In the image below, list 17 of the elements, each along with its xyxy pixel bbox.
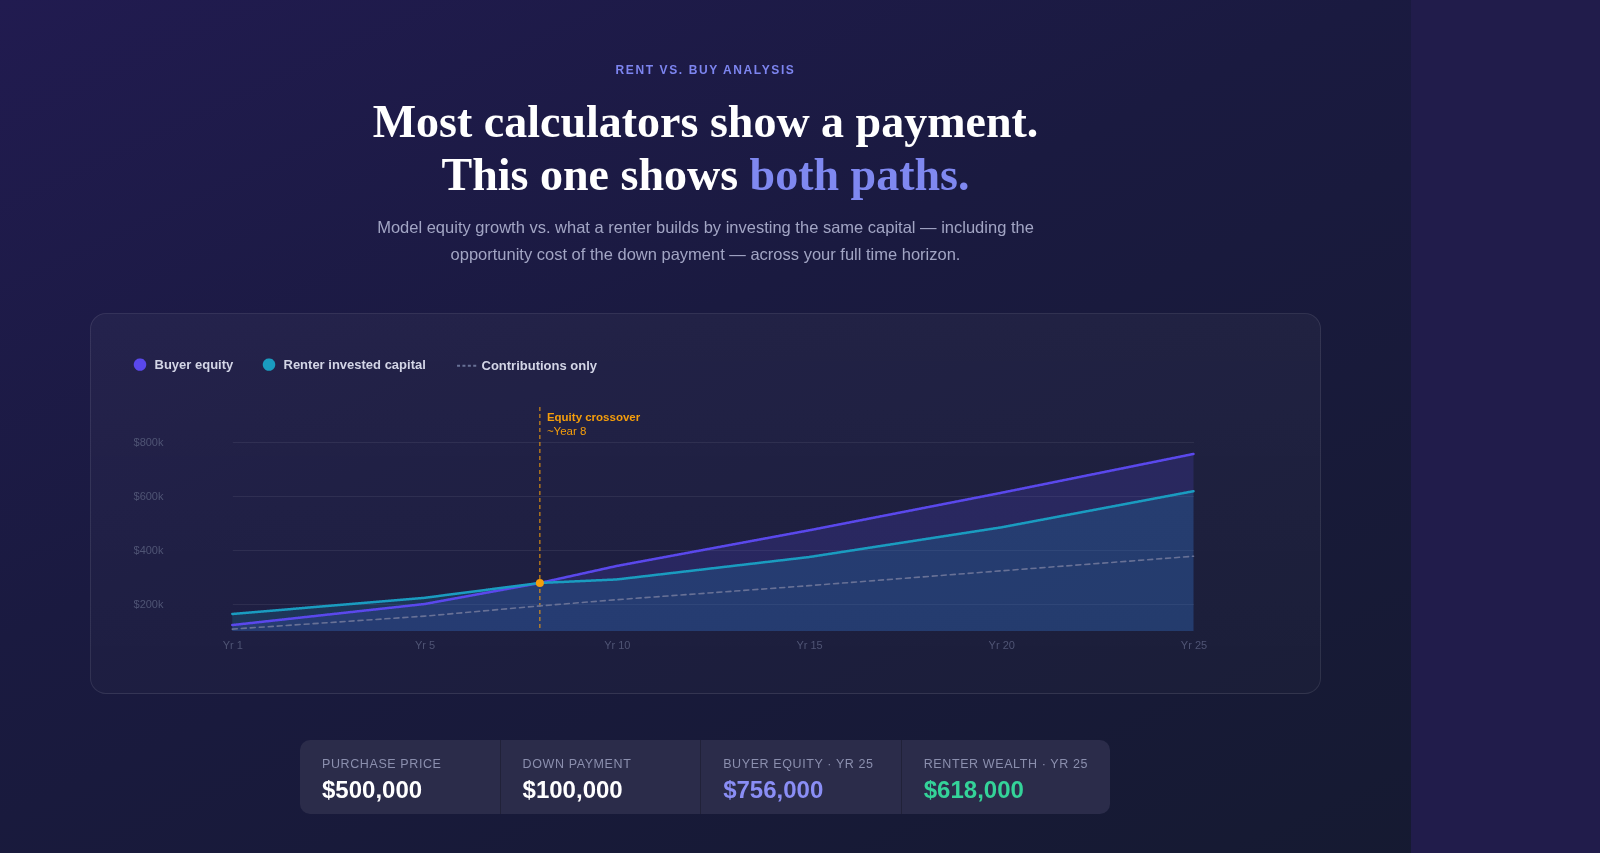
text: RENT VS. BUY ANALYSIS xyxy=(614,62,797,78)
legend-label: Contributions only xyxy=(481,357,598,373)
text: DOWN PAYMENT xyxy=(522,757,633,772)
text: $100,000 xyxy=(522,775,624,805)
text: $756,000 xyxy=(723,775,825,805)
legend-label: Renter invested capital xyxy=(283,356,426,372)
text: BUYER EQUITY · YR 25 xyxy=(723,757,875,772)
text: RENTER WEALTH · YR 25 xyxy=(923,757,1088,772)
chart-subtitle: Model equity growth vs. what a renter builds by investing the same capital — including the opportunity cost of the down payment — across your full time horizon. xyxy=(376,217,1035,265)
chart-title: Most calculators show a payment. This one shows both paths. xyxy=(371,95,1040,201)
text: $618,000 xyxy=(923,775,1025,805)
text: $500,000 xyxy=(322,775,424,805)
text: PURCHASE PRICE xyxy=(322,757,443,772)
annotation: Equity crossover xyxy=(546,411,641,423)
annotation: ~Year 8 xyxy=(546,425,587,437)
legend-label: Buyer equity xyxy=(154,356,235,372)
line-series xyxy=(231,555,1195,630)
